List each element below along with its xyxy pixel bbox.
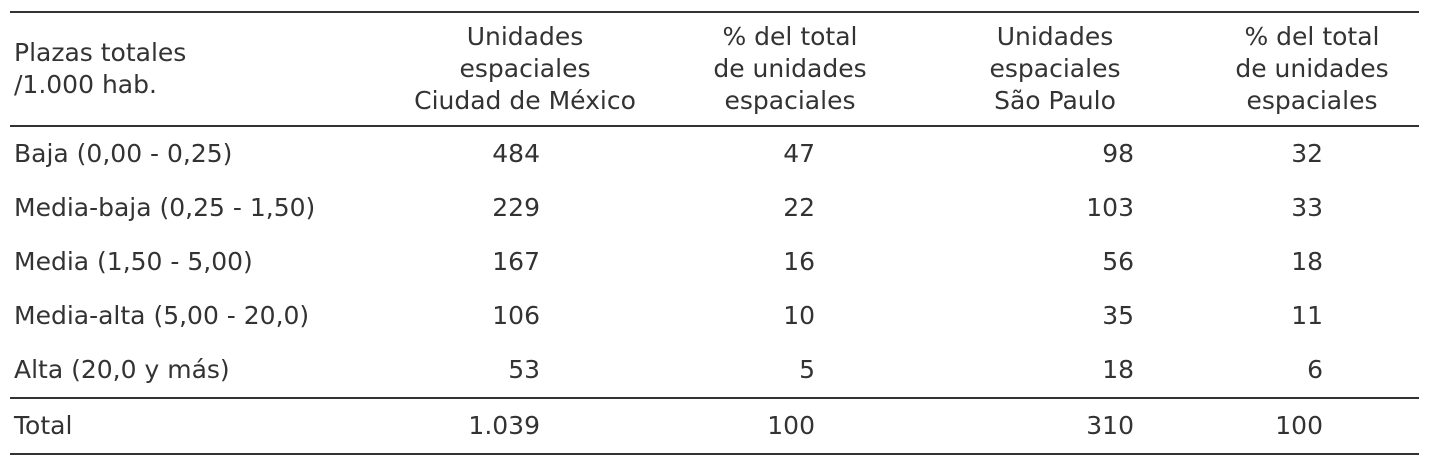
header-line: espaciales (459, 54, 591, 83)
header-cdmx-units: Unidades espaciales Ciudad de México (375, 12, 675, 126)
total-label: Total (14, 411, 73, 440)
header-line: espaciales (1246, 86, 1378, 115)
header-line: espaciales (989, 54, 1121, 83)
table-footer: Total 1.039 100 310 100 (10, 398, 1419, 454)
sp-pct-cell: 6 (1307, 355, 1323, 384)
cdmx-units-cell: 53 (508, 355, 540, 384)
cdmx-units-cell: 167 (492, 247, 540, 276)
sp-units-cell: 103 (1086, 193, 1134, 222)
header-line: Unidades (466, 22, 584, 51)
data-table: Plazas totales /1.000 hab. Unidades espa… (10, 11, 1419, 455)
header-line: de unidades (713, 54, 867, 83)
header-line: Ciudad de México (414, 86, 636, 115)
row-label: Baja (0,00 - 0,25) (14, 139, 233, 168)
sp-units-cell: 35 (1102, 301, 1134, 330)
table-row: Baja (0,00 - 0,25) 484 47 98 32 (10, 126, 1419, 181)
header-line: /1.000 hab. (14, 70, 157, 99)
cdmx-pct-cell: 10 (783, 301, 815, 330)
header-cdmx-pct: % del total de unidades espaciales (675, 12, 905, 126)
row-label: Media (1,50 - 5,00) (14, 247, 253, 276)
total-sp-pct: 100 (1275, 411, 1323, 440)
cdmx-pct-cell: 22 (783, 193, 815, 222)
table-row: Media-alta (5,00 - 20,0) 106 10 35 11 (10, 289, 1419, 343)
header-row: Plazas totales /1.000 hab. Unidades espa… (10, 12, 1419, 126)
cdmx-units-cell: 484 (492, 139, 540, 168)
header-line: Unidades (996, 22, 1114, 51)
row-label: Media-baja (0,25 - 1,50) (14, 193, 316, 222)
cdmx-units-cell: 229 (492, 193, 540, 222)
cdmx-pct-cell: 16 (783, 247, 815, 276)
table-row: Alta (20,0 y más) 53 5 18 6 (10, 343, 1419, 398)
header-line: de unidades (1235, 54, 1389, 83)
sp-units-cell: 56 (1102, 247, 1134, 276)
header-line: espaciales (724, 86, 856, 115)
row-label: Media-alta (5,00 - 20,0) (14, 301, 310, 330)
sp-pct-cell: 33 (1291, 193, 1323, 222)
total-row: Total 1.039 100 310 100 (10, 398, 1419, 454)
sp-units-cell: 98 (1102, 139, 1134, 168)
sp-pct-cell: 11 (1291, 301, 1323, 330)
sp-units-cell: 18 (1102, 355, 1134, 384)
table-header: Plazas totales /1.000 hab. Unidades espa… (10, 12, 1419, 126)
header-line: São Paulo (994, 86, 1116, 115)
cdmx-units-cell: 106 (492, 301, 540, 330)
table-row: Media (1,50 - 5,00) 167 16 56 18 (10, 235, 1419, 289)
cdmx-pct-cell: 5 (799, 355, 815, 384)
header-line: % del total (722, 22, 858, 51)
total-sp-units: 310 (1086, 411, 1134, 440)
table-row: Media-baja (0,25 - 1,50) 229 22 103 33 (10, 181, 1419, 235)
cdmx-pct-cell: 47 (783, 139, 815, 168)
sp-pct-cell: 32 (1291, 139, 1323, 168)
header-sp-units: Unidades espaciales São Paulo (905, 12, 1205, 126)
header-line: % del total (1244, 22, 1380, 51)
header-plazas-totales: Plazas totales /1.000 hab. (10, 12, 375, 126)
row-label: Alta (20,0 y más) (14, 355, 230, 384)
total-cdmx-units: 1.039 (468, 411, 540, 440)
total-cdmx-pct: 100 (767, 411, 815, 440)
sp-pct-cell: 18 (1291, 247, 1323, 276)
data-table-container: Plazas totales /1.000 hab. Unidades espa… (10, 11, 1419, 455)
header-sp-pct: % del total de unidades espaciales (1205, 12, 1419, 126)
header-line: Plazas totales (14, 38, 187, 67)
table-body: Baja (0,00 - 0,25) 484 47 98 32 Media-ba… (10, 126, 1419, 398)
